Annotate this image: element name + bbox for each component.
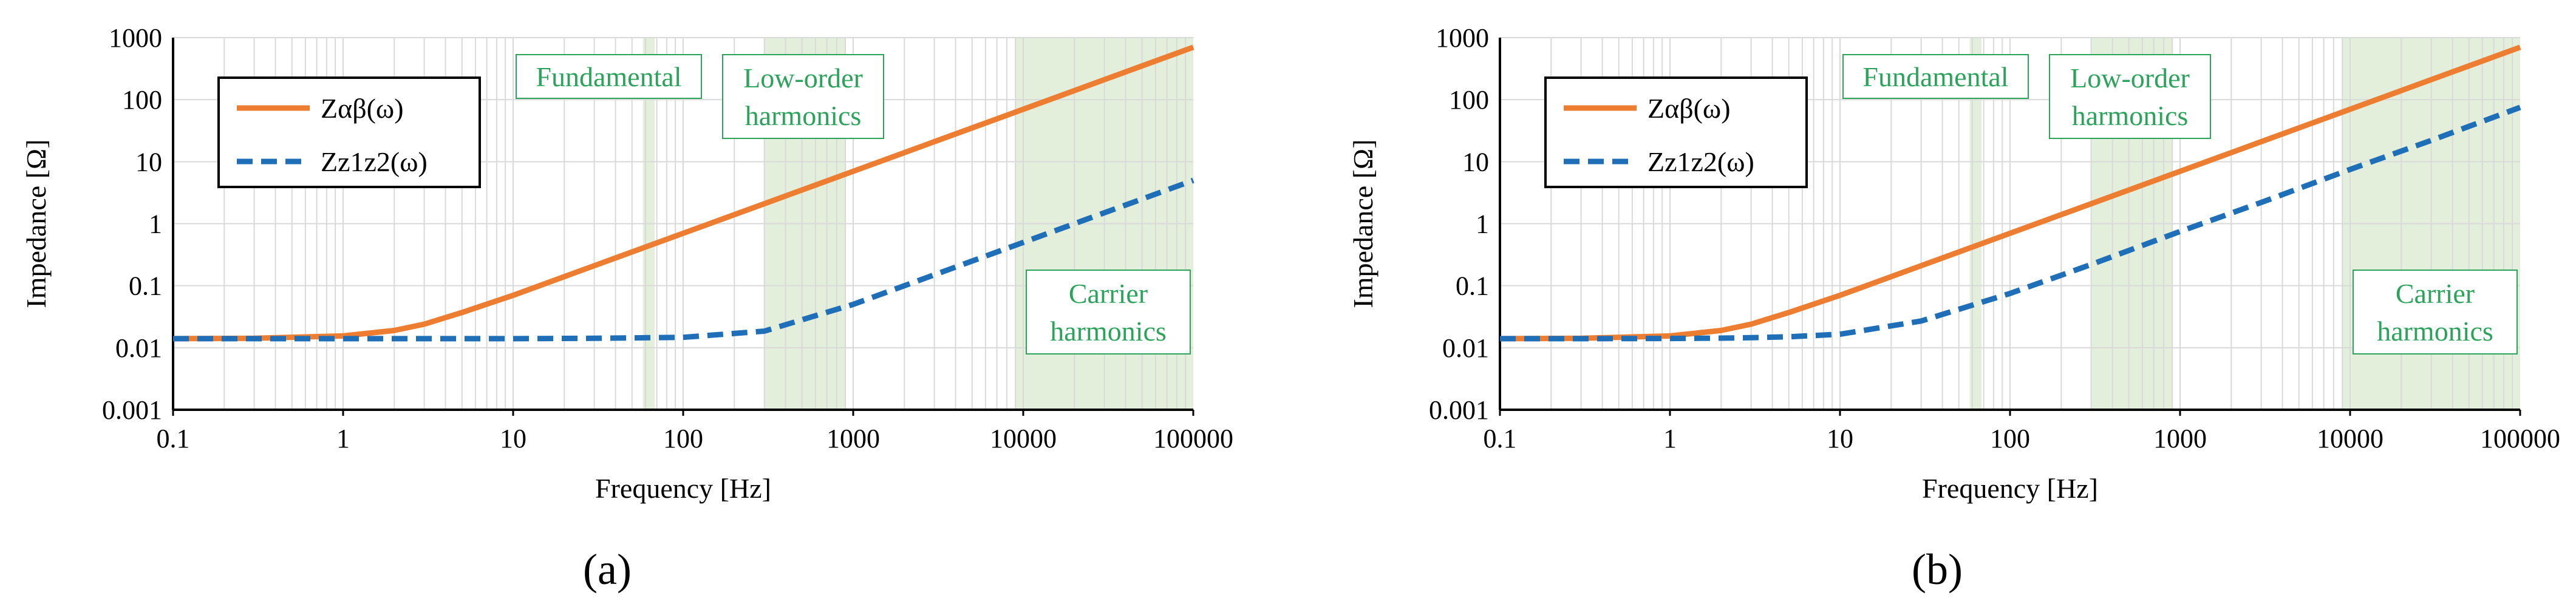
y-tick-label: 0.1 [1456,271,1489,301]
region-label-text: harmonics [2072,100,2189,131]
region-label-box [2049,54,2211,139]
y-axis-label: Impedance [Ω] [1348,139,1378,308]
x-tick-label: 0.1 [1484,424,1517,453]
x-tick-label: 1 [336,424,350,453]
region-label-0: Fundamental [1842,54,2029,99]
legend-label: Zαβ(ω) [321,93,404,124]
x-tick-label: 10 [500,424,526,453]
region-label-0: Fundamental [516,54,702,99]
x-tick-label: 10 [1827,424,1853,453]
y-tick-label: 100 [122,85,162,115]
x-tick-label: 0.1 [157,424,190,453]
legend-label: Zz1z2(ω) [321,146,428,177]
legend-box [217,76,481,188]
region-label-text: Low-order [743,63,863,93]
series-line-z-z1z2 [1500,104,2521,342]
region-label-1: Low-order harmonics [2049,54,2211,139]
region-label-text: Low-order [2070,63,2190,93]
y-tick-label: 1 [149,209,162,239]
y-tick-label: 10 [1462,147,1489,177]
legend-box [1544,76,1808,188]
y-tick-label: 0.01 [1442,333,1489,363]
x-tick-label: 100 [663,424,703,453]
region-label-2: Carrier harmonics [1026,270,1191,355]
region-label-box [2353,270,2518,355]
legend-label: Zαβ(ω) [1647,93,1731,124]
legend: Zαβ(ω) Zz1z2(ω) [217,76,481,188]
region-label-box [1842,54,2029,99]
x-tick-label: 10000 [990,424,1057,453]
region-label-box [516,54,702,99]
region-label-text: harmonics [745,100,862,131]
x-tick-label: 100000 [1153,424,1233,453]
region-label-text: harmonics [1050,316,1167,347]
series-line-z-alpha-beta [172,44,1194,342]
series-line-z-z1z2 [173,177,1194,342]
y-tick-label: 1000 [109,23,162,53]
chart-panel-a: 0.1 1 10 100 1000 10000 100000 0.001 0.01 0.1 1 10 1… [21,23,1233,594]
y-tick-label: 0.01 [115,333,162,363]
x-axis-label: Frequency [Hz] [1922,473,2098,504]
panel-label: (b) [1912,545,1963,594]
legend: Zαβ(ω) Zz1z2(ω) [1544,76,1808,188]
region-label-box [1026,270,1191,355]
region-label-text: harmonics [2377,316,2493,347]
x-tick-label: 100000 [2480,424,2560,453]
y-tick-label: 1 [1476,209,1489,239]
y-axis-label: Impedance [Ω] [21,139,52,308]
y-tick-label: 1000 [1436,23,1489,53]
x-tick-label: 1000 [2153,424,2207,453]
y-tick-label: 10 [135,147,162,177]
x-tick-label: 100 [1990,424,2030,453]
region-label-text: Fundamental [536,61,681,92]
region-label-box [722,54,884,139]
series-line-z-alpha-beta [1499,44,2521,342]
x-tick-label: 10000 [2317,424,2383,453]
y-tick-label: 100 [1449,85,1489,115]
x-axis-label: Frequency [Hz] [595,473,771,504]
region-label-text: Carrier [1069,278,1148,309]
region-label-text: Carrier [2396,278,2475,309]
x-tick-label: 1000 [826,424,880,453]
region-label-2: Carrier harmonics [2353,270,2518,355]
chart-panel-b: 0.1 1 10 100 1000 10000 100000 0.001 0.01 0.1 1 10 1… [1348,23,2560,594]
region-label-1: Low-order harmonics [722,54,884,139]
panel-label: (a) [583,545,632,594]
y-tick-label: 0.001 [1429,395,1489,425]
x-tick-label: 1 [1663,424,1677,453]
legend-label: Zz1z2(ω) [1647,146,1754,177]
y-tick-label: 0.1 [129,271,162,301]
region-label-text: Fundamental [1862,61,2008,92]
y-tick-label: 0.001 [102,395,162,425]
